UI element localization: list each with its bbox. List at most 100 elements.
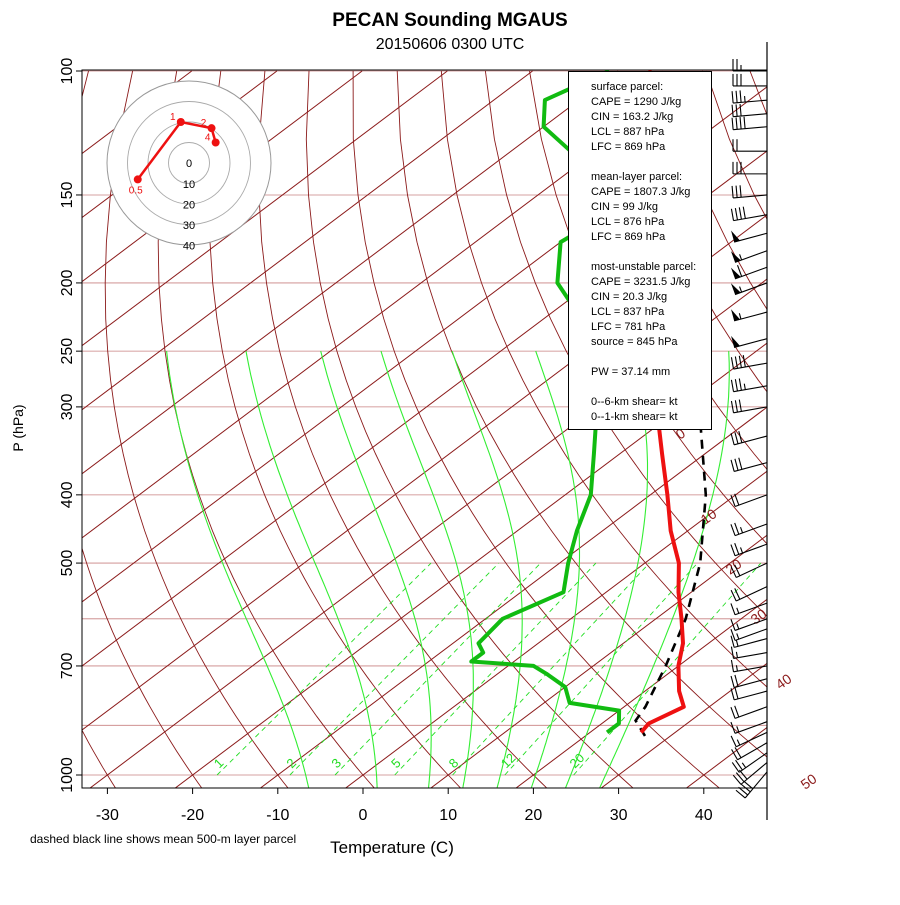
x-tick-label: 30 bbox=[610, 807, 628, 824]
y-tick-label: 400 bbox=[59, 481, 76, 508]
wind-barb-staff bbox=[734, 436, 767, 445]
hodograph-center-label: 0 bbox=[186, 158, 192, 170]
info-line: surface parcel: bbox=[591, 80, 711, 95]
y-tick-label: 700 bbox=[59, 653, 76, 680]
info-line: mean-layer parcel: bbox=[591, 170, 711, 185]
wind-barb-staff bbox=[734, 691, 767, 700]
chart-subtitle: 20150606 0300 UTC bbox=[0, 36, 900, 54]
wind-barb-feather bbox=[739, 378, 741, 390]
hodograph-point-label: 4 bbox=[205, 133, 211, 144]
wind-barb-staff bbox=[734, 215, 767, 221]
wind-barb-flag bbox=[731, 309, 740, 321]
wind-barb-half-feather bbox=[739, 313, 741, 319]
wind-barb-feather bbox=[739, 458, 742, 470]
mixing-ratio-line bbox=[335, 563, 541, 775]
info-line: CAPE = 3231.5 J/kg bbox=[591, 275, 711, 290]
info-line: PW = 37.14 mm bbox=[591, 365, 711, 380]
mixing-ratio-label: 12 bbox=[498, 750, 519, 771]
wind-barb bbox=[731, 647, 767, 659]
wind-barb-feather bbox=[731, 460, 734, 472]
wind-barb bbox=[732, 117, 767, 130]
wind-barb-half-feather bbox=[737, 740, 740, 745]
wind-barb bbox=[733, 763, 767, 785]
x-tick-label: 10 bbox=[439, 807, 457, 824]
wind-barb-staff bbox=[733, 114, 767, 117]
moist-adiabat bbox=[381, 351, 473, 790]
wind-barb-staff bbox=[733, 127, 767, 130]
info-line: source = 845 hPa bbox=[591, 335, 711, 350]
wind-barb-feather bbox=[735, 208, 737, 220]
wind-barb-feather bbox=[735, 400, 737, 412]
wind-barb-half-feather bbox=[740, 287, 742, 293]
wind-barb-feather bbox=[735, 494, 739, 505]
wind-barb bbox=[731, 494, 767, 507]
info-line: LCL = 876 hPa bbox=[591, 215, 711, 230]
wind-barb bbox=[731, 458, 767, 472]
wind-barb bbox=[731, 687, 767, 700]
wind-barb-feather bbox=[735, 675, 738, 687]
dry-adiabat bbox=[259, 71, 549, 790]
hodograph-ring-label: 10 bbox=[183, 179, 195, 191]
wind-barb bbox=[733, 59, 767, 71]
wind-barb-feather bbox=[731, 707, 735, 718]
wind-barb bbox=[731, 431, 767, 445]
hodograph-point bbox=[212, 139, 220, 147]
wind-barb-half-feather bbox=[737, 623, 739, 629]
wind-barb bbox=[733, 139, 767, 151]
wind-barb-half-feather bbox=[736, 652, 737, 658]
wind-barb-feather bbox=[736, 91, 737, 103]
wind-barb bbox=[731, 636, 767, 648]
wind-barb bbox=[731, 265, 767, 279]
x-tick-label: 0 bbox=[359, 807, 368, 824]
footnote: dashed black line shows mean 500-m layer… bbox=[30, 832, 296, 846]
wind-barb-half-feather bbox=[741, 527, 743, 533]
chart-title: PECAN Sounding MGAUS bbox=[0, 10, 900, 32]
wind-barb-feather bbox=[736, 104, 737, 116]
hodograph-point-label: 1 bbox=[170, 112, 176, 123]
wind-barb-half-feather bbox=[740, 254, 742, 260]
hodograph-point bbox=[134, 175, 142, 183]
info-line: CIN = 99 J/kg bbox=[591, 200, 711, 215]
wind-barb-feather bbox=[744, 117, 745, 129]
y-tick-label: 300 bbox=[59, 393, 76, 420]
info-line: CIN = 20.3 J/kg bbox=[591, 290, 711, 305]
wind-barb-staff bbox=[734, 386, 767, 392]
wind-barb-staff bbox=[736, 587, 767, 601]
wind-barb-feather bbox=[731, 736, 736, 747]
hodograph-ring-label: 20 bbox=[183, 200, 195, 212]
wind-barb-feather bbox=[740, 185, 741, 197]
y-tick-label: 1000 bbox=[59, 757, 76, 793]
wind-barb-staff bbox=[733, 195, 767, 198]
x-tick-label: 40 bbox=[695, 807, 713, 824]
hodograph-point-label: 2 bbox=[201, 118, 207, 129]
dry-adiabat bbox=[706, 71, 900, 790]
wind-barb bbox=[731, 336, 767, 348]
wind-barb-staff bbox=[735, 495, 767, 507]
wind-barb bbox=[731, 629, 767, 641]
wind-barb-staff bbox=[734, 639, 767, 648]
wind-barb bbox=[732, 104, 767, 117]
isotherm-label: 50 bbox=[798, 770, 820, 792]
wind-barb-feather bbox=[739, 356, 741, 368]
wind-barb-staff bbox=[739, 753, 767, 773]
wind-barb-feather bbox=[732, 118, 733, 130]
dry-adiabat bbox=[750, 71, 900, 790]
info-line: LFC = 869 hPa bbox=[591, 230, 711, 245]
wind-barb-feather bbox=[735, 459, 738, 471]
wind-barb-feather bbox=[735, 706, 739, 717]
wind-barb-staff bbox=[734, 679, 767, 688]
wind-barb-feather bbox=[732, 186, 733, 198]
wind-barb-staff bbox=[735, 524, 767, 536]
dry-adiabat bbox=[794, 71, 900, 790]
wind-barb-staff bbox=[735, 707, 767, 719]
precipitable-water-info: PW = 37.14 mm bbox=[591, 365, 711, 380]
info-line: most-unstable parcel: bbox=[591, 260, 711, 275]
y-axis-label: P (hPa) bbox=[10, 398, 26, 458]
info-line: 0--1-km shear= kt bbox=[591, 410, 711, 425]
wind-barb bbox=[731, 706, 767, 719]
wind-barb-feather bbox=[731, 688, 734, 700]
dry-adiabat bbox=[882, 71, 900, 790]
